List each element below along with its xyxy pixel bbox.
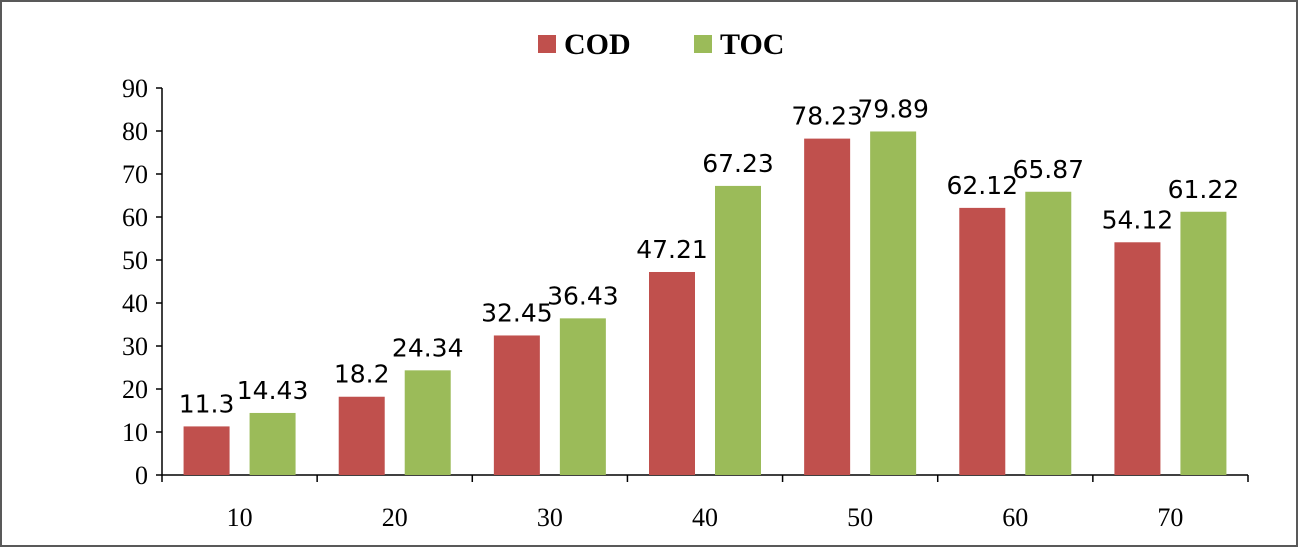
y-tick-label: 60 (122, 203, 148, 232)
legend-label-toc: TOC (720, 28, 784, 61)
bar-toc-10 (249, 412, 296, 475)
data-label-cod-10: 11.3 (179, 389, 235, 418)
y-tick-label: 0 (135, 461, 148, 490)
y-tick-label: 90 (122, 74, 148, 103)
bar-toc-50 (870, 131, 917, 475)
bar-cod-30 (493, 335, 540, 475)
bar-cod-50 (804, 138, 851, 475)
data-label-toc-70: 61.22 (1168, 175, 1240, 204)
data-label-toc-20: 24.34 (392, 333, 464, 362)
data-label-cod-50: 78.23 (791, 102, 863, 131)
legend-label-cod: COD (564, 28, 631, 61)
y-tick-label: 30 (122, 332, 148, 361)
data-label-cod-40: 47.21 (636, 235, 708, 264)
bar-cod-60 (959, 207, 1006, 475)
y-tick-label: 20 (122, 375, 148, 404)
x-tick-label: 20 (382, 503, 408, 532)
y-tick-label: 70 (122, 160, 148, 189)
bars (183, 131, 1227, 475)
bar-toc-40 (715, 185, 761, 475)
y-axis: 0 10 20 30 40 50 60 70 80 90 (122, 74, 163, 490)
data-label-cod-30: 32.45 (481, 298, 553, 327)
x-tick-label: 40 (692, 503, 718, 532)
bar-toc-60 (1025, 191, 1072, 475)
bar-toc-30 (559, 318, 606, 475)
y-tick-label: 10 (122, 418, 148, 447)
x-tick-label: 60 (1002, 503, 1028, 532)
bar-toc-70 (1180, 211, 1227, 475)
data-label-toc-60: 65.87 (1012, 155, 1084, 184)
data-label-cod-60: 62.12 (946, 171, 1018, 200)
x-axis: 10 20 30 40 50 60 70 (161, 474, 1249, 532)
legend-swatch-cod (538, 35, 556, 53)
x-tick-label: 10 (227, 503, 253, 532)
data-label-toc-40: 67.23 (702, 149, 774, 178)
bar-cod-10 (183, 426, 230, 475)
bar-cod-20 (338, 396, 385, 475)
legend: COD TOC (538, 28, 784, 61)
data-label-cod-20: 18.2 (334, 360, 390, 389)
data-label-toc-10: 14.43 (237, 376, 309, 405)
data-label-toc-30: 36.43 (547, 281, 619, 310)
data-label-cod-70: 54.12 (1102, 205, 1174, 234)
legend-swatch-toc (694, 35, 712, 53)
x-tick-label: 50 (847, 503, 873, 532)
bar-cod-70 (1114, 242, 1161, 475)
data-label-toc-50: 79.89 (857, 94, 929, 123)
bar-cod-40 (649, 271, 695, 475)
x-tick-label: 30 (537, 503, 563, 532)
y-tick-label: 40 (122, 289, 148, 318)
bar-toc-20 (404, 370, 451, 475)
y-tick-label: 80 (122, 117, 148, 146)
x-tick-label: 70 (1157, 503, 1183, 532)
y-tick-label: 50 (122, 246, 148, 275)
